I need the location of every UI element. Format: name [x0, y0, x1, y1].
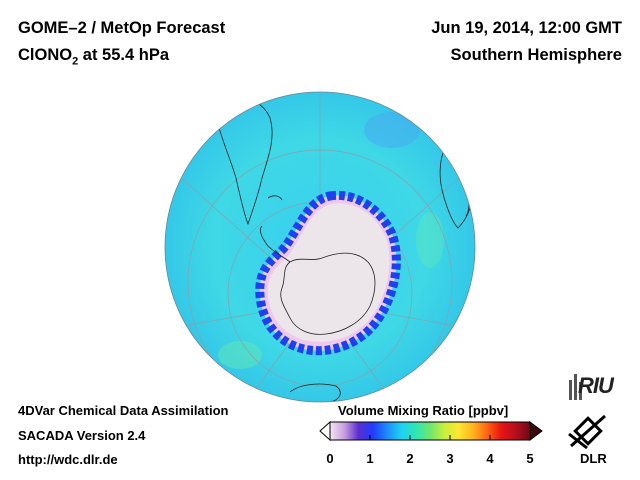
- colorbar-tick-label: 2: [406, 451, 414, 466]
- assimilation-label: 4DVar Chemical Data Assimilation: [18, 403, 229, 418]
- antarctica-coast: [280, 252, 376, 335]
- version-label: SACADA Version 2.4: [18, 428, 146, 443]
- species-name: ClONO: [18, 46, 73, 64]
- new-zealand-coast: [289, 383, 341, 402]
- hemisphere-label: Southern Hemisphere: [450, 46, 622, 64]
- vortex-core: [267, 203, 390, 342]
- ocean-patch: [416, 212, 444, 268]
- ocean-patch: [218, 341, 262, 369]
- antarctic-peninsula: [260, 225, 291, 263]
- colorbar-tick-label: 0: [326, 451, 334, 466]
- forecast-date: Jun 19, 2014, 12:00 GMT: [431, 19, 622, 37]
- globe-edge: [164, 91, 476, 403]
- colorbar-tick-label: 3: [446, 451, 454, 466]
- colorbar-over-arrow: [529, 421, 543, 441]
- ocean-patch: [364, 112, 420, 148]
- website-link[interactable]: http://wdc.dlr.de: [18, 452, 118, 467]
- colorbar-tick-label: 1: [366, 451, 374, 466]
- title: GOME–2 / MetOp Forecast: [18, 19, 226, 37]
- riu-logo-text: RIU: [578, 373, 614, 398]
- colorbar-tick-label: 4: [486, 451, 494, 466]
- colorbar-tick-label: 5: [526, 451, 534, 466]
- colorbar-under-arrow: [319, 420, 331, 442]
- australia-coast: [179, 339, 201, 373]
- colorbar: [319, 420, 543, 442]
- dlr-logo-text: DLR: [580, 451, 607, 466]
- colorbar-ticks: [329, 435, 531, 440]
- colorbar-title: Volume Mixing Ratio [ppbv]: [338, 403, 509, 418]
- species-subscript: 2: [72, 55, 79, 68]
- riu-logo: [569, 374, 582, 400]
- falkland-islands: [267, 195, 283, 201]
- species-level-label: ClONO2 at 55.4 hPa: [18, 46, 169, 67]
- colorbar-ramp: [329, 421, 531, 441]
- dlr-logo: [568, 414, 606, 450]
- level-label: at 55.4 hPa: [78, 46, 170, 64]
